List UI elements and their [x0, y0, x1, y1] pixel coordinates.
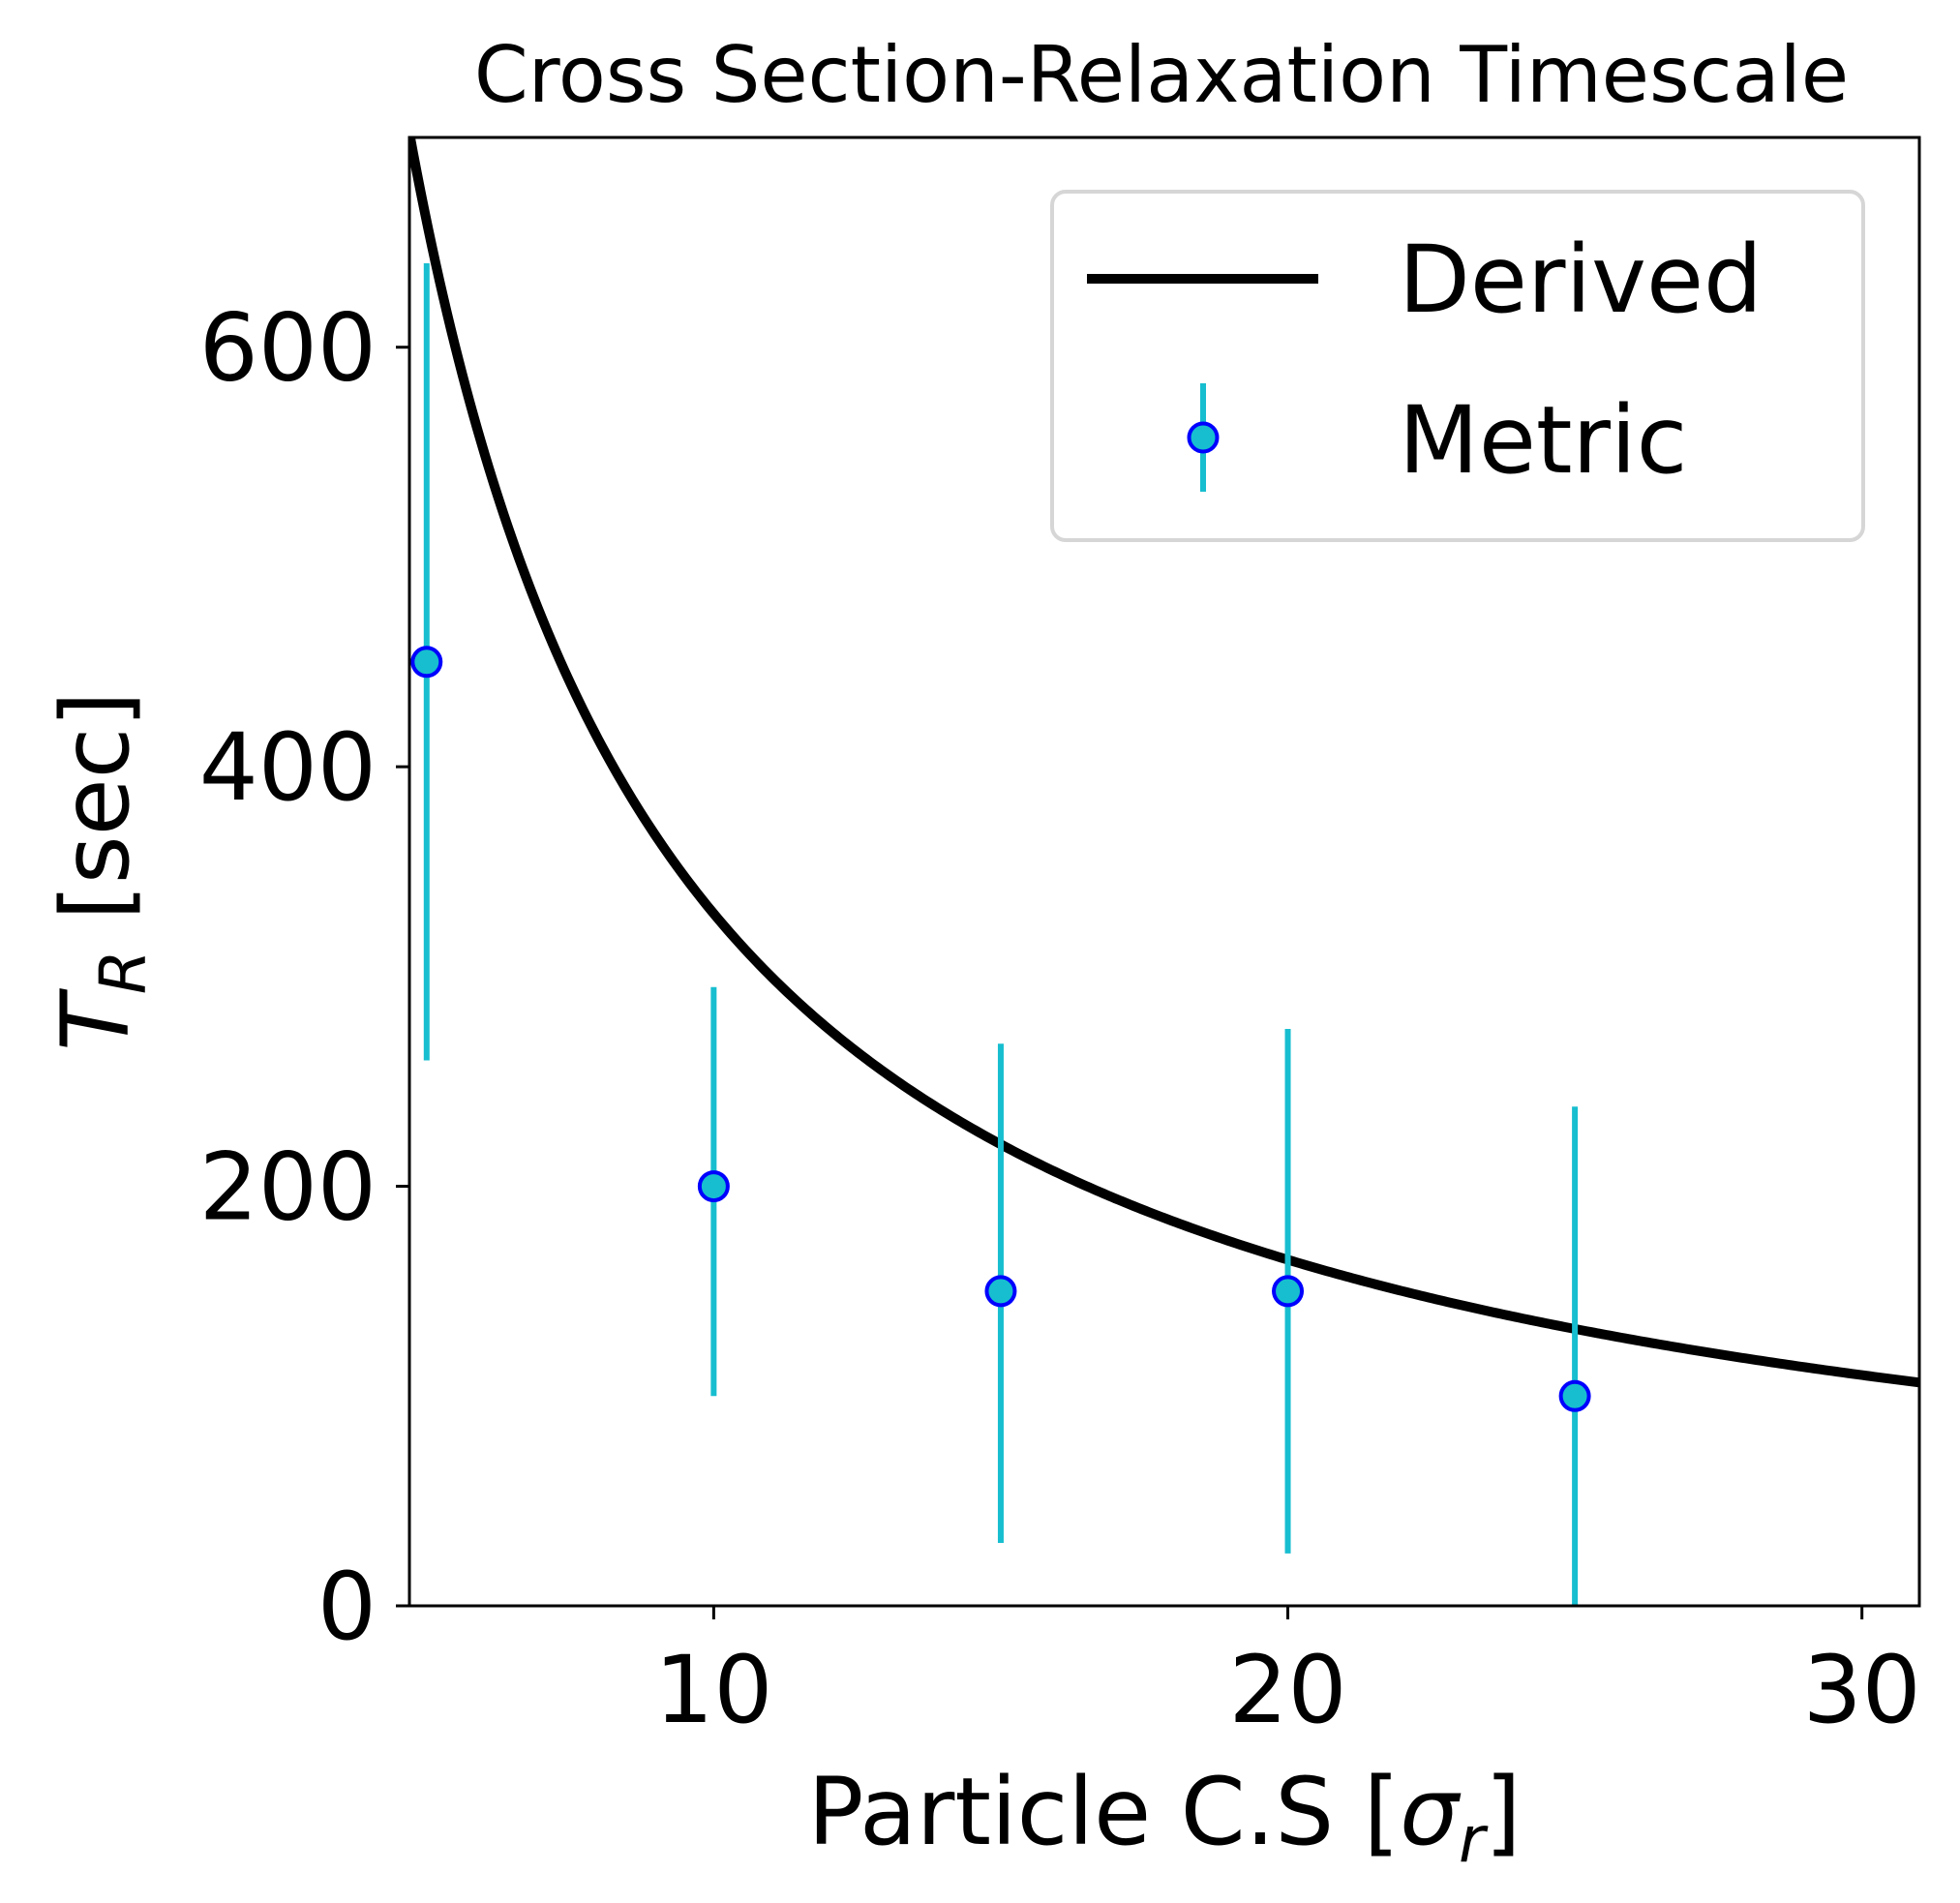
- metric-point: [984, 1275, 1017, 1308]
- y-tick-label: 400: [199, 713, 377, 822]
- metric-point: [410, 646, 443, 679]
- metric-errorbar-layer: [410, 263, 1591, 1606]
- x-axis-label: Particle C.S [σr]: [807, 1758, 1521, 1877]
- metric-point: [1272, 1275, 1305, 1308]
- legend: Derived Metric: [1050, 190, 1865, 542]
- x-axis-label-main: Particle C.S [: [807, 1758, 1400, 1866]
- derived-curve: [409, 137, 1919, 1388]
- y-tick-label: 200: [199, 1133, 377, 1242]
- tick-layer: 10 20 30 0 200 400 600: [199, 294, 1921, 1744]
- metric-point: [697, 1170, 730, 1203]
- x-axis-label-close: ]: [1485, 1758, 1521, 1866]
- plot-frame: [407, 136, 1921, 1608]
- legend-derived-label: Derived: [1399, 226, 1763, 334]
- y-axis-label-rest: [sec]: [42, 691, 150, 950]
- derived-curve-layer: [409, 137, 1919, 1388]
- x-axis-label-symbol: σ: [1400, 1758, 1462, 1866]
- legend-metric-label: Metric: [1399, 386, 1687, 495]
- legend-metric-marker: [1187, 421, 1220, 454]
- x-tick-label: 10: [654, 1636, 772, 1744]
- metric-point: [1558, 1379, 1591, 1412]
- x-tick-label: 20: [1228, 1636, 1346, 1744]
- y-axis-label: TR [sec]: [42, 691, 161, 1051]
- y-axis-label-symbol: T: [42, 988, 150, 1051]
- x-axis-label-subscript: r: [1459, 1802, 1489, 1877]
- y-axis-label-subscript: R: [86, 950, 161, 994]
- x-tick-label: 30: [1803, 1636, 1921, 1744]
- y-tick-label: 600: [199, 294, 377, 403]
- y-tick-label: 0: [317, 1553, 377, 1661]
- chart-title: Cross Section-Relaxation Timescale: [474, 30, 1849, 120]
